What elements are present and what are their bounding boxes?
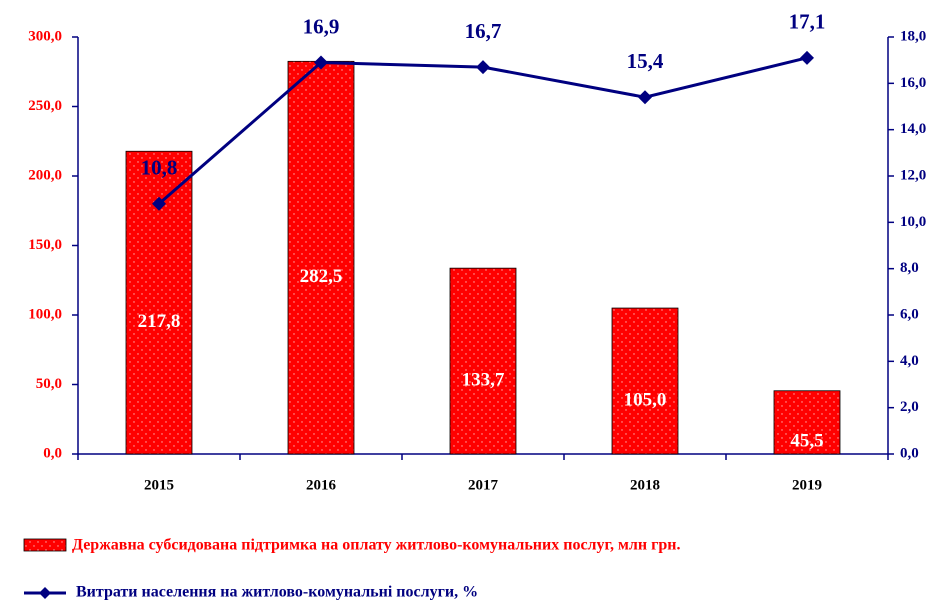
x-tick-label: 2019: [792, 477, 822, 493]
line-value-label: 16,7: [465, 19, 502, 43]
bar-value-label: 133,7: [462, 369, 505, 390]
line-marker: [152, 196, 166, 211]
legend-marker: [39, 587, 51, 599]
bar-value-label: 45,5: [790, 431, 823, 452]
y2-tick-label: 4,0: [900, 353, 919, 369]
line-marker: [314, 55, 328, 70]
y2-tick-label: 8,0: [900, 260, 919, 276]
y-tick-label: 250,0: [28, 98, 62, 114]
y2-tick-label: 6,0: [900, 306, 919, 322]
bar: [125, 150, 193, 455]
line-value-label: 17,1: [789, 10, 826, 34]
legend-label: Витрати населення на житлово-комунальні …: [76, 584, 478, 601]
bar: [611, 307, 679, 455]
y2-tick-label: 2,0: [900, 399, 919, 415]
y-tick-label: 300,0: [28, 28, 62, 44]
y-tick-label: 150,0: [28, 237, 62, 253]
line-value-label: 15,4: [627, 49, 664, 73]
line-marker: [800, 50, 814, 65]
line-marker: [476, 60, 490, 75]
y-tick-label: 100,0: [28, 306, 62, 322]
line: [158, 56, 808, 205]
y2-tick-label: 12,0: [900, 167, 926, 183]
legend-label: Державна субсидована підтримка на оплату…: [72, 537, 680, 554]
bar-value-label: 282,5: [300, 266, 343, 287]
y2-tick-label: 18,0: [900, 28, 926, 44]
y-tick-label: 200,0: [28, 167, 62, 183]
bar-value-label: 105,0: [624, 389, 667, 410]
y-tick-label: 0,0: [43, 445, 62, 461]
bar: [773, 390, 841, 455]
line-value-label: 16,9: [303, 14, 340, 38]
x-tick-label: 2017: [468, 477, 499, 493]
line-marker: [638, 90, 652, 105]
x-tick-label: 2016: [306, 477, 337, 493]
x-tick-label: 2015: [144, 477, 174, 493]
bar: [449, 267, 517, 455]
y-tick-label: 50,0: [36, 376, 62, 392]
bar-value-label: 217,8: [138, 311, 181, 332]
y2-tick-label: 16,0: [900, 75, 926, 91]
y2-tick-label: 10,0: [900, 214, 926, 230]
x-tick-label: 2018: [630, 477, 660, 493]
legend-swatch: [23, 538, 67, 552]
line-value-label: 10,8: [141, 156, 178, 180]
bar: [287, 60, 355, 455]
y2-tick-label: 0,0: [900, 445, 919, 461]
y2-tick-label: 14,0: [900, 121, 926, 137]
